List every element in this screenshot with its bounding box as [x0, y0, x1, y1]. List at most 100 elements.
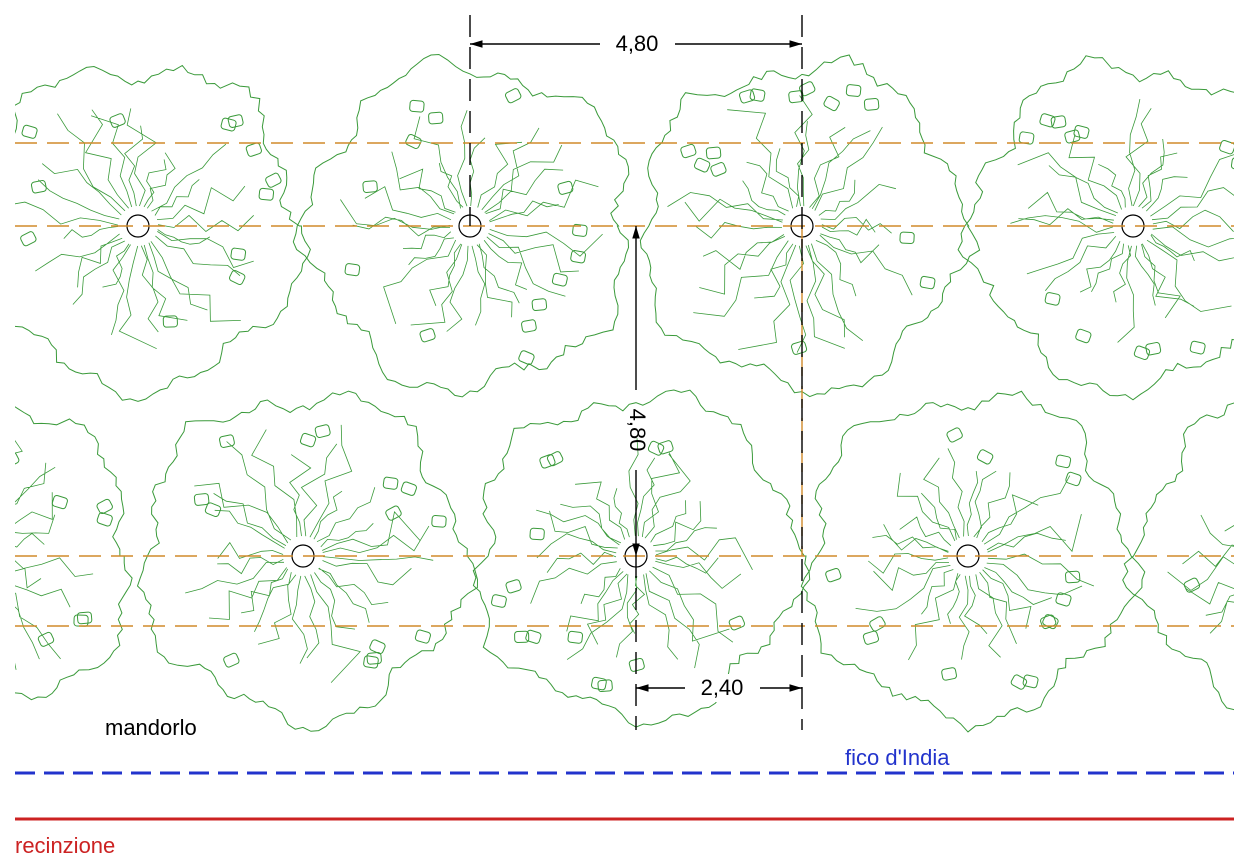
- leaf-cluster: [405, 133, 422, 149]
- leaf-cluster: [976, 449, 994, 465]
- leaf-cluster: [385, 505, 402, 521]
- leaf-cluster: [366, 652, 382, 665]
- leaf-cluster: [1064, 129, 1081, 144]
- canopy-branches: [340, 110, 603, 332]
- tree-canopies: [0, 53, 1234, 733]
- canopy-outline: [15, 64, 311, 402]
- leaf-cluster: [490, 594, 507, 608]
- leaf-cluster: [1230, 157, 1234, 171]
- leaf-cluster: [514, 630, 530, 643]
- leaf-cluster: [1050, 115, 1067, 129]
- leaf-cluster: [1064, 570, 1081, 584]
- leaf-cluster: [409, 99, 425, 113]
- leaf-cluster: [869, 616, 886, 632]
- leaf-cluster: [591, 676, 607, 691]
- leaf-cluster: [245, 142, 262, 157]
- leaf-cluster: [15, 452, 20, 468]
- leaf-cluster: [344, 263, 361, 277]
- leaf-cluster: [823, 95, 840, 112]
- leaf-cluster: [546, 451, 564, 467]
- leaf-cluster: [825, 567, 842, 583]
- leaf-cluster: [230, 247, 247, 261]
- leaf-cluster: [193, 493, 210, 506]
- canopy-branches: [530, 438, 753, 669]
- leaf-cluster: [1022, 674, 1039, 689]
- leaf-cluster: [1075, 328, 1092, 344]
- leaf-cluster: [21, 124, 38, 139]
- canopy-outline: [639, 54, 981, 398]
- leaf-cluster: [1219, 139, 1234, 155]
- leaf-cluster: [382, 476, 399, 490]
- leaf-cluster: [227, 114, 244, 128]
- leaf-cluster: [223, 652, 240, 668]
- leaf-cluster: [570, 250, 586, 264]
- leaf-cluster: [680, 143, 697, 159]
- leaf-cluster: [0, 246, 13, 260]
- leaf-cluster: [1055, 454, 1072, 469]
- leaf-cluster: [400, 481, 418, 496]
- leaf-cluster: [314, 424, 331, 439]
- leaf-cluster: [845, 84, 862, 97]
- leaf-cluster: [96, 512, 113, 527]
- dimension-label: 4,80: [616, 31, 659, 56]
- leaf-cluster: [504, 88, 522, 104]
- canopy-branches: [15, 108, 254, 350]
- leaf-cluster: [162, 315, 178, 328]
- leaf-cluster: [738, 89, 756, 104]
- leaf-cluster: [539, 454, 556, 469]
- leaf-cluster: [1010, 674, 1028, 690]
- leaf-cluster: [863, 98, 880, 111]
- leaf-cluster: [693, 157, 711, 173]
- canopy-branches: [855, 448, 1095, 661]
- dimension-label: 2,40: [701, 675, 744, 700]
- leaf-cluster: [728, 615, 746, 631]
- canopy-branches: [667, 95, 913, 353]
- canopy-outline: [957, 55, 1234, 401]
- leaf-cluster: [597, 679, 613, 693]
- leaf-cluster: [919, 275, 936, 290]
- leaf-cluster: [419, 328, 436, 343]
- leaf-cluster: [572, 223, 588, 237]
- leaf-cluster: [1055, 592, 1072, 607]
- leaf-cluster: [428, 111, 444, 125]
- leaf-cluster: [1044, 292, 1061, 306]
- leaf-cluster: [37, 631, 55, 647]
- label-bg: [685, 674, 760, 702]
- leaf-cluster: [369, 639, 386, 655]
- leaf-cluster: [710, 162, 727, 177]
- leaf-cluster: [229, 270, 246, 286]
- leaf-cluster: [1073, 125, 1090, 139]
- leaf-cluster: [414, 629, 431, 644]
- guides: [15, 15, 1234, 730]
- leaf-cluster: [862, 630, 879, 645]
- leaf-cluster: [647, 440, 665, 456]
- leaf-cluster: [799, 81, 816, 97]
- fence-label: recinzione: [15, 833, 115, 858]
- leaf-cluster: [1040, 614, 1057, 630]
- leaf-cluster: [551, 272, 568, 287]
- canopy-branches: [1010, 99, 1234, 343]
- leaf-cluster: [946, 427, 963, 443]
- leaf-cluster: [265, 172, 282, 188]
- leaf-cluster: [73, 614, 89, 627]
- leaf-cluster: [0, 210, 14, 223]
- leaf-cluster: [657, 440, 674, 455]
- leaf-cluster: [749, 88, 766, 102]
- leaf-cluster: [258, 187, 275, 201]
- leaf-cluster: [1189, 340, 1206, 355]
- leaf-cluster: [1039, 113, 1056, 128]
- leaf-cluster: [567, 630, 584, 644]
- leaf-cluster: [899, 231, 915, 245]
- dimensions: [470, 40, 802, 692]
- canopy-branches: [15, 439, 94, 670]
- leaf-cluster: [529, 527, 545, 541]
- leaf-cluster: [1183, 577, 1201, 593]
- leaf-cluster: [790, 340, 808, 355]
- leaf-cluster: [51, 495, 68, 510]
- leaf-cluster: [521, 319, 537, 333]
- leaf-cluster: [1065, 471, 1082, 487]
- leaf-cluster: [219, 434, 235, 448]
- leaf-cluster: [204, 502, 222, 518]
- leaf-cluster: [363, 655, 379, 669]
